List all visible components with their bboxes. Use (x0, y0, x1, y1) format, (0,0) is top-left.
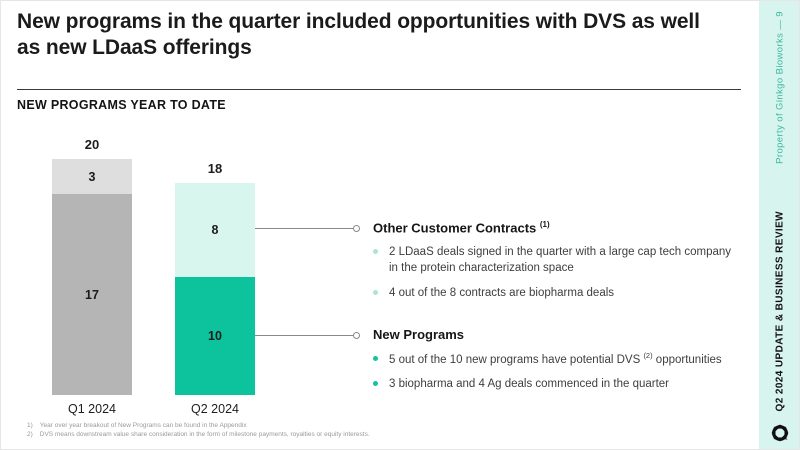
bullet-text-pre: 5 out of the 10 new programs have potent… (389, 353, 644, 366)
segment-value-label: 3 (88, 169, 96, 184)
bar-segment-other-contracts-q2: 8 (175, 183, 255, 277)
bar-segment-new-programs-q1: 17 (52, 194, 132, 395)
annotation-bullet-list: 5 out of the 10 new programs have potent… (373, 351, 745, 392)
segment-value-label: 8 (211, 223, 219, 237)
list-item: 4 out of the 8 contracts are biopharma d… (373, 285, 745, 301)
footnote-2: 2) DVS means downstream value share cons… (27, 430, 370, 439)
list-item: 5 out of the 10 new programs have potent… (373, 351, 745, 368)
header-divider (17, 89, 741, 90)
bullet-dot-icon (373, 356, 378, 361)
bar-segment-other-contracts-q1: 3 (52, 159, 132, 194)
bar-total-label-q2: 18 (207, 161, 223, 176)
annotation-heading: Other Customer Contracts (1) (373, 220, 745, 235)
footnote-number: 2) (27, 431, 33, 439)
callout-endpoint-dot (353, 225, 360, 232)
annotation-heading: New Programs (373, 327, 745, 342)
annotation-heading-text: Other Customer Contracts (373, 220, 537, 236)
footnote-text: Year over year breakout of New Programs … (39, 422, 247, 429)
callout-endpoint-dot (353, 332, 360, 339)
list-item: 2 LDaaS deals signed in the quarter with… (373, 244, 745, 276)
bar-q1-2024: 20 3 17 Q1 2024 (52, 137, 132, 416)
bullet-dot-icon (373, 289, 378, 295)
footnote-text: DVS means downstream value share conside… (39, 431, 370, 439)
annotation-bullet-list: 2 LDaaS deals signed in the quarter with… (373, 244, 745, 300)
segment-value-label: 17 (85, 287, 99, 302)
stacked-bar-chart: 20 3 17 Q1 2024 18 8 10 Q2 2024 (1, 1, 759, 416)
list-item: 3 biopharma and 4 Ag deals commenced in … (373, 376, 745, 392)
bullet-text: 3 biopharma and 4 Ag deals commenced in … (389, 377, 670, 390)
callout-line-other-contracts (255, 225, 360, 232)
bullet-text: 2 LDaaS deals signed in the quarter with… (389, 246, 732, 275)
annotation-heading-text: New Programs (373, 327, 465, 342)
callout-line-new-programs (255, 332, 360, 339)
property-of-text: Property of Ginkgo Bioworks — 9 (774, 11, 786, 164)
bullet-dot-icon (373, 249, 378, 255)
segment-value-label: 10 (208, 329, 222, 343)
bullet-text: 4 out of the 8 contracts are biopharma d… (389, 286, 615, 299)
footnote-1: 1) Year over year breakout of New Progra… (27, 421, 370, 430)
bar-total-label-q1: 20 (84, 137, 100, 152)
bullet-dot-icon (373, 380, 378, 386)
footnote-ref-1: (1) (539, 220, 550, 229)
ginkgo-logo-icon (771, 424, 789, 442)
footnotes: 1) Year over year breakout of New Progra… (27, 421, 370, 439)
bar-segment-new-programs-q2: 10 (175, 277, 255, 395)
slide-title: New programs in the quarter included opp… (17, 10, 700, 60)
annotation-new-programs: New Programs 5 out of the 10 new program… (373, 327, 745, 392)
x-axis-label-q1: Q1 2024 (68, 402, 116, 416)
sidebar: Property of Ginkgo Bioworks — 9 Q2 2024 … (759, 1, 799, 449)
footnote-ref-2: (2) (643, 351, 653, 360)
footnote-number: 1) (27, 422, 33, 429)
bullet-text: 5 out of the 10 new programs have potent… (389, 351, 722, 368)
annotation-other-customer-contracts: Other Customer Contracts (1) 2 LDaaS dea… (373, 220, 745, 301)
review-title-text: Q2 2024 UPDATE & BUSINESS REVIEW (774, 210, 786, 411)
bar-q2-2024: 18 8 10 Q2 2024 (175, 161, 255, 416)
bullet-text-post: opportunities (652, 353, 722, 366)
section-header: NEW PROGRAMS YEAR TO DATE (17, 98, 226, 112)
x-axis-label-q2: Q2 2024 (191, 402, 239, 416)
